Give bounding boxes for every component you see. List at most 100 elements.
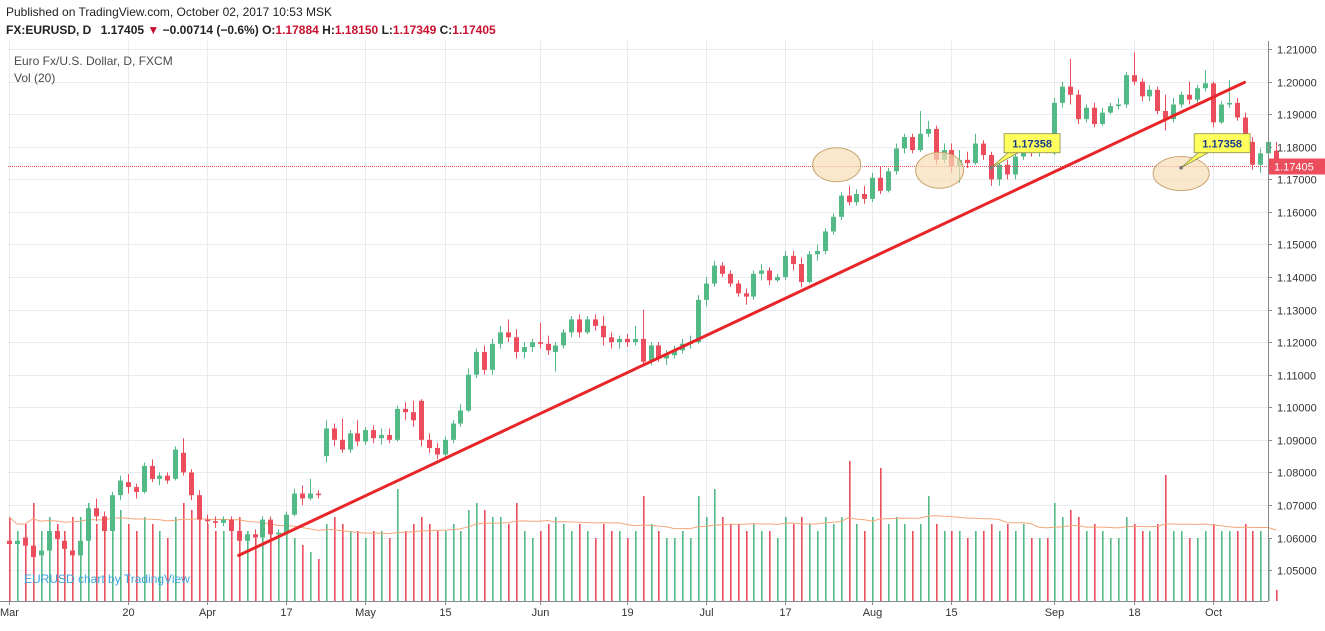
candle xyxy=(55,524,60,545)
time-tick-label: Aug xyxy=(863,607,883,619)
candle-body xyxy=(126,482,131,488)
callout-label: 1.17358 xyxy=(1012,139,1052,151)
volume-bar xyxy=(698,496,700,601)
volume-bar xyxy=(1205,531,1207,601)
volume-bar xyxy=(959,531,961,601)
candle-body xyxy=(799,264,804,282)
callout-label: 1.17358 xyxy=(1202,139,1242,151)
candle-body xyxy=(1258,153,1263,165)
volume-bar xyxy=(223,531,225,601)
volume-bar xyxy=(674,538,676,601)
candle xyxy=(332,423,337,447)
candle-body xyxy=(997,164,1002,180)
candle-body xyxy=(728,273,733,284)
open-value: 1.17884 xyxy=(275,23,319,37)
candle xyxy=(1147,84,1152,102)
highlight-ellipses xyxy=(812,147,1210,192)
candle xyxy=(245,531,250,545)
candle xyxy=(47,527,52,554)
volume-bar xyxy=(1023,524,1025,601)
candle-body xyxy=(926,128,931,134)
high-label: H: xyxy=(322,23,335,37)
time-tick-label: Oct xyxy=(1205,607,1222,619)
candle-body xyxy=(443,439,448,455)
candle xyxy=(435,443,440,460)
candle-body xyxy=(474,351,479,375)
candle-body xyxy=(593,319,598,326)
volume-bar xyxy=(96,524,98,601)
candle-body xyxy=(110,495,115,531)
volume-bar xyxy=(25,524,27,601)
candle-body xyxy=(498,332,503,344)
volume-bar xyxy=(817,531,819,601)
candle-body xyxy=(1155,89,1160,111)
candle xyxy=(229,516,234,535)
candle xyxy=(363,426,368,445)
candle-body xyxy=(387,434,392,440)
volume-bar xyxy=(88,503,90,601)
candle-body xyxy=(157,475,162,479)
candle xyxy=(561,329,566,349)
candle-body xyxy=(229,519,234,531)
candle xyxy=(704,277,709,307)
candle-body xyxy=(371,430,376,439)
candle xyxy=(324,420,329,463)
volume-bar xyxy=(714,489,716,601)
candle-body xyxy=(1132,75,1137,82)
candle-body xyxy=(601,325,606,338)
candle xyxy=(902,133,907,154)
candle-body xyxy=(1013,156,1018,175)
volume-bar xyxy=(231,524,233,601)
price-tick-label: 1.18000 xyxy=(1277,143,1317,155)
volume-bar xyxy=(1157,524,1159,601)
price-callouts: 1.17358 1.17358 xyxy=(989,133,1251,170)
price-chart[interactable]: 1.17358 1.17358 1.21000 1.20000 1.19000 1.18… xyxy=(0,41,1325,626)
volume-bar xyxy=(777,538,779,601)
candle xyxy=(720,262,725,278)
candle-body xyxy=(633,338,638,343)
volume-bar xyxy=(563,524,565,601)
callout-box xyxy=(1003,133,1061,154)
candle xyxy=(7,527,12,549)
volume-bar xyxy=(492,517,494,601)
volume-bar xyxy=(1276,589,1278,601)
volume-ma-line xyxy=(8,515,1277,535)
candle xyxy=(973,133,978,165)
time-axis: Mar 20 Apr 17 May 15 Jun 19 Jul 17 Aug 15 Sep 18 Oct xyxy=(0,601,1222,619)
volume-bar xyxy=(445,531,447,601)
candle-body xyxy=(981,143,986,155)
candle xyxy=(728,270,733,287)
price-tick-label: 1.07000 xyxy=(1277,501,1317,513)
candle xyxy=(854,189,859,206)
ohlc-line: FX:EURUSD, D 1.17405 ▼ −0.00714 (−0.6%) … xyxy=(6,23,496,37)
candle-body xyxy=(664,355,669,359)
candle xyxy=(1187,81,1192,105)
volume-bars xyxy=(9,461,1278,601)
candle-body xyxy=(150,465,155,479)
price-tick-label: 1.16000 xyxy=(1277,208,1317,220)
last-price-tag-bg xyxy=(1269,158,1325,175)
volume-bar xyxy=(595,538,597,601)
candle xyxy=(173,446,178,481)
candle-body xyxy=(165,475,170,481)
candle xyxy=(783,251,788,281)
chart-area[interactable]: 1.17358 1.17358 1.21000 1.20000 1.19000 1.18… xyxy=(0,41,1325,626)
candle xyxy=(894,143,899,175)
time-tick-label: Jul xyxy=(699,607,713,619)
candle xyxy=(775,273,780,282)
candle-body xyxy=(553,345,558,352)
volume-bar xyxy=(722,517,724,601)
candle-body xyxy=(379,434,384,439)
time-tick-label: 19 xyxy=(621,607,633,619)
candle-body xyxy=(617,338,622,343)
volume-bar xyxy=(532,538,534,601)
candle xyxy=(926,120,931,138)
volume-bar xyxy=(1142,531,1144,601)
candle xyxy=(126,474,131,494)
candle xyxy=(585,316,590,335)
volume-bar xyxy=(334,517,336,601)
candle-body xyxy=(625,338,630,343)
volume-bar xyxy=(944,531,946,601)
candle-body xyxy=(1068,86,1073,95)
candle-body xyxy=(308,493,313,499)
